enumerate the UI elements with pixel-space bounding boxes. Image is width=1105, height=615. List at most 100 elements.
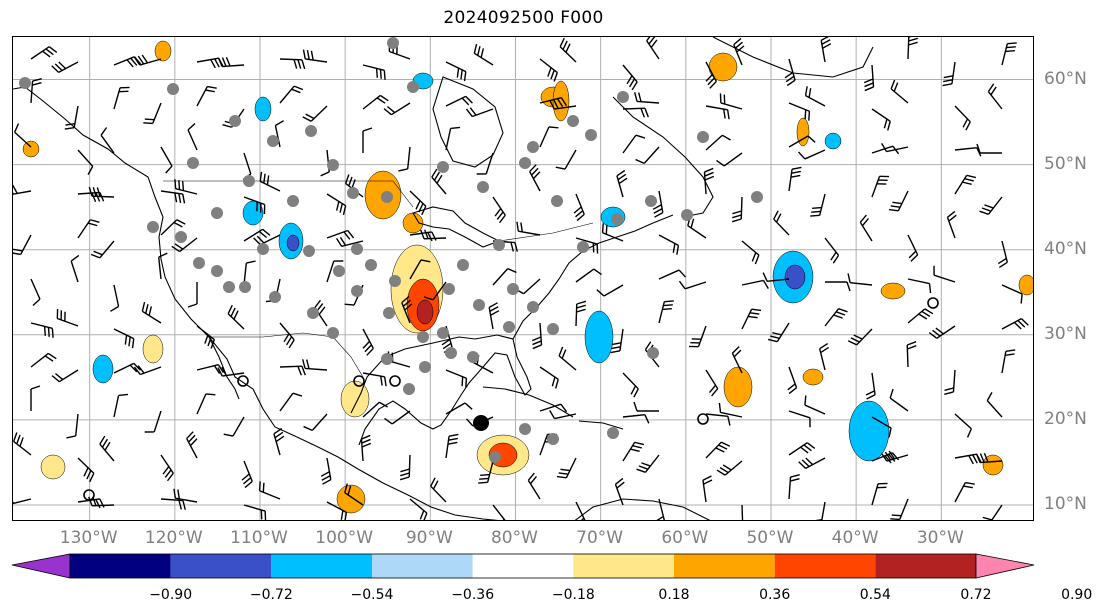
wind-barb — [954, 105, 971, 131]
colorbar-tick-label: 0.72 — [960, 587, 992, 603]
wind-barb — [549, 410, 577, 420]
station-dot — [147, 221, 159, 233]
wind-barb — [143, 102, 162, 125]
wind-barb — [933, 265, 956, 283]
wind-barb — [113, 393, 129, 418]
station-dot — [257, 243, 269, 255]
wind-barb — [488, 302, 500, 330]
wind-barb — [982, 504, 1003, 520]
colorbar-segment — [170, 554, 272, 578]
station-dot — [333, 265, 345, 277]
wind-barb — [797, 149, 826, 160]
wind-barb — [66, 413, 79, 439]
wind-barb — [383, 102, 411, 116]
colorbar-extend-high — [975, 553, 1035, 579]
wind-barb — [812, 501, 826, 520]
colorbar-tick-label: −0.90 — [149, 587, 193, 603]
wind-barb — [944, 369, 956, 395]
wind-barb — [160, 454, 174, 482]
wind-barb — [476, 152, 494, 175]
wind-barb — [100, 127, 115, 154]
wind-barb — [622, 441, 645, 462]
wind-barb — [610, 328, 624, 354]
wind-barb — [279, 58, 306, 70]
wind-barb — [871, 108, 891, 131]
contour-patch — [784, 264, 806, 290]
wind-barb — [558, 346, 577, 371]
wind-barb — [573, 193, 585, 222]
colorbar-segment — [573, 554, 674, 578]
wind-barb — [409, 190, 427, 216]
wind-barb — [253, 234, 281, 246]
contour-patch — [336, 484, 366, 514]
wind-barb — [144, 410, 162, 433]
coastlines — [13, 37, 874, 520]
wind-barb — [788, 166, 802, 192]
wind-barb — [741, 279, 769, 289]
colorbar-segment — [472, 554, 574, 578]
wind-barb — [788, 410, 811, 428]
wind-barb — [871, 452, 900, 464]
station-dot — [381, 191, 393, 203]
wind-barb — [635, 146, 660, 164]
wind-barb — [865, 372, 876, 400]
wind-barb — [539, 126, 559, 148]
wind-barb — [302, 105, 328, 122]
wind-barb — [326, 229, 355, 240]
wind-barb — [531, 322, 543, 350]
wind-barb — [705, 134, 731, 151]
wind-barb — [539, 366, 559, 389]
wind-barb — [362, 127, 373, 153]
lon-label: 30°W — [916, 528, 964, 548]
station-dot — [507, 283, 519, 295]
wind-barb — [13, 184, 32, 196]
lon-label: 50°W — [746, 528, 794, 548]
station-dot — [307, 307, 319, 319]
wind-barb — [622, 414, 650, 424]
wind-barb — [678, 280, 707, 290]
wind-barb — [705, 61, 717, 89]
wind-barb — [907, 278, 932, 294]
wind-barb — [871, 416, 892, 438]
wind-barb — [636, 454, 660, 473]
wind-barb — [279, 85, 304, 104]
station-dot — [305, 125, 317, 137]
colorbar-segment — [70, 554, 171, 578]
station-dot — [347, 187, 359, 199]
wind-barb — [99, 435, 115, 462]
wind-barb — [942, 61, 956, 87]
wind-barb — [217, 366, 245, 377]
cuba — [482, 386, 574, 418]
wind-barb — [539, 58, 558, 82]
wind-barb — [907, 234, 919, 262]
contour-patch — [552, 80, 570, 122]
wind-barb — [549, 99, 577, 110]
wind-barb — [954, 147, 982, 157]
wind-barb — [362, 401, 388, 418]
wind-barb — [362, 94, 389, 110]
greenland-south — [712, 37, 874, 78]
map-title: 2024092500 F000 — [443, 8, 604, 28]
station-dot — [223, 281, 235, 293]
wind-barb — [445, 369, 468, 388]
wind-barb — [303, 413, 328, 431]
station-dot — [617, 91, 629, 103]
wind-barb — [14, 123, 32, 148]
wind-barb — [575, 501, 587, 520]
wind-barb — [890, 79, 909, 104]
wind-barb — [362, 372, 387, 387]
station-dot — [697, 131, 709, 143]
wind-barb — [784, 58, 796, 87]
wind-barb — [622, 64, 638, 91]
wind-barb — [863, 64, 875, 92]
station-dot — [387, 37, 399, 49]
colorbar-segment — [271, 554, 372, 578]
wind-barb — [847, 273, 873, 286]
wind-barbs — [13, 37, 1029, 520]
station-markers — [19, 37, 939, 501]
contour-patch — [824, 132, 842, 150]
wind-barb — [77, 149, 94, 175]
wind-barb — [445, 126, 461, 151]
station-dot — [187, 157, 199, 169]
wind-barb — [88, 186, 115, 198]
